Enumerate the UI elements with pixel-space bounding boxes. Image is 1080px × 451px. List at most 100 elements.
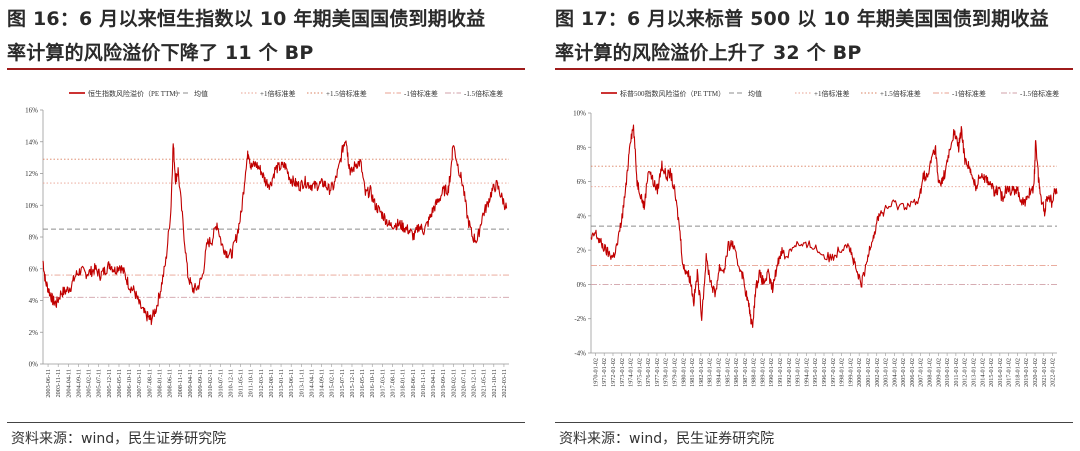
- x-tick-label: 1994-01-02: [803, 358, 810, 387]
- x-tick-label: 2020-01-02: [1032, 358, 1039, 387]
- x-tick-label: 2010-12-11: [227, 369, 234, 398]
- figure-16-title: 图 16：6 月以来恒生指数以 10 年期美国国债到期收益 率计算的风险溢价下降…: [7, 2, 527, 70]
- legend-item: -1.5倍标准差: [1001, 89, 1059, 98]
- legend-label: +1倍标准差: [814, 89, 849, 98]
- x-tick-label: 2004-09-11: [75, 369, 82, 398]
- x-tick-label: 2009-09-11: [197, 369, 204, 398]
- legend-item: 均值: [175, 89, 208, 98]
- y-tick-label: 6%: [29, 265, 39, 273]
- x-tick-label: 1972-01-02: [610, 358, 617, 387]
- x-tick-label: 2018-01-11: [400, 369, 407, 398]
- x-tick-label: 1986-01-02: [733, 358, 740, 387]
- x-tick-label: 2016-01-02: [997, 358, 1004, 387]
- x-tick-label: 2011-10-11: [248, 369, 255, 397]
- x-tick-label: 2007-08-11: [146, 369, 153, 398]
- x-tick-label: 2004-01-02: [891, 358, 898, 387]
- x-tick-label: 2015-02-11: [329, 369, 336, 398]
- legend-label: +1.5倍标准差: [880, 89, 921, 98]
- x-tick-label: 2010-01-02: [944, 358, 951, 387]
- x-tick-label: 2013-06-11: [288, 369, 295, 398]
- x-tick-label: 1989-01-02: [759, 358, 766, 387]
- title-divider: [7, 68, 525, 70]
- x-tick-label: 1975-01-02: [636, 358, 643, 387]
- x-tick-label: 2019-09-11: [440, 369, 447, 398]
- y-tick-label: 10%: [25, 202, 38, 210]
- x-tick-label: 1984-01-02: [715, 358, 722, 387]
- x-tick-label: 2012-08-11: [268, 369, 275, 398]
- y-tick-label: 10%: [573, 110, 586, 118]
- legend-item: +1倍标准差: [795, 89, 849, 98]
- x-tick-label: 1997-01-02: [830, 358, 837, 387]
- x-tick-label: 2019-01-02: [1023, 358, 1030, 387]
- x-tick-label: 2021-01-02: [1041, 358, 1048, 387]
- x-tick-label: 1976-01-02: [645, 358, 652, 387]
- legend-item: +1.5倍标准差: [307, 89, 367, 98]
- x-tick-label: 2003-01-02: [883, 358, 890, 387]
- x-tick-label: 1973-01-02: [619, 358, 626, 387]
- x-tick-label: 2020-12-11: [471, 369, 478, 398]
- x-tick-label: 1970-01-02: [592, 358, 599, 387]
- x-tick-label: 1999-01-02: [847, 358, 854, 387]
- series-line: [42, 140, 508, 326]
- title-divider: [555, 68, 1073, 70]
- legend-label: 均值: [748, 89, 762, 98]
- x-tick-label: 1982-01-02: [698, 358, 705, 387]
- legend-item: -1倍标准差: [933, 89, 986, 98]
- x-tick-label: 2010-07-11: [217, 369, 224, 398]
- x-tick-label: 2015-01-02: [988, 358, 995, 387]
- x-tick-label: 1981-01-02: [689, 358, 696, 387]
- y-tick-label: 2%: [577, 247, 587, 255]
- x-tick-label: 2006-01-02: [909, 358, 916, 387]
- figure-17-title: 图 17：6 月以来标普 500 以 10 年期美国国债到期收益 率计算的风险溢…: [555, 2, 1075, 70]
- x-tick-label: 2009-01-02: [935, 358, 942, 387]
- legend-label: +1倍标准差: [260, 89, 295, 98]
- x-tick-label: 2009-04-11: [187, 369, 194, 398]
- x-tick-label: 1979-01-02: [672, 358, 679, 387]
- x-tick-label: 1980-01-02: [680, 358, 687, 387]
- legend-label: -1倍标准差: [404, 89, 438, 98]
- figure-16-panel: 图 16：6 月以来恒生指数以 10 年期美国国债到期收益 率计算的风险溢价下降…: [7, 0, 532, 451]
- y-tick-label: -2%: [574, 315, 586, 323]
- legend-label: +1.5倍标准差: [326, 89, 367, 98]
- x-tick-label: 2013-01-11: [278, 369, 285, 398]
- legend-item: +1.5倍标准差: [861, 89, 921, 98]
- x-tick-label: 2014-01-02: [979, 358, 986, 387]
- x-tick-label: 2005-12-11: [106, 369, 113, 398]
- x-tick-label: 2022-01-02: [1050, 358, 1057, 387]
- x-tick-label: 2010-02-11: [207, 369, 214, 398]
- x-tick-label: 2017-01-02: [1006, 358, 1013, 387]
- x-tick-label: 2012-03-11: [258, 369, 265, 398]
- x-tick-label: 1987-01-02: [742, 358, 749, 387]
- x-tick-label: 2011-01-02: [953, 358, 960, 387]
- x-tick-label: 2006-05-11: [116, 369, 123, 398]
- y-tick-label: 2%: [29, 329, 39, 337]
- source-note: 资料来源：wind，民生证券研究院: [559, 431, 775, 447]
- x-tick-label: 2017-03-11: [379, 369, 386, 398]
- x-tick-label: 2012-01-02: [962, 358, 969, 387]
- x-tick-label: 2016-10-11: [369, 369, 376, 398]
- x-tick-label: 2020-02-11: [450, 369, 457, 398]
- legend-item: 恒生指数风险溢价（PE TTM）: [69, 89, 183, 98]
- x-tick-label: 1998-01-02: [839, 358, 846, 387]
- x-tick-label: 2003-11-11: [55, 369, 62, 397]
- x-tick-label: 2022-03-11: [501, 369, 508, 398]
- x-tick-label: 1978-01-02: [663, 358, 670, 387]
- spx-risk-premium-chart: 标普500指数风险溢价（PE TTM） 均值 +1倍标准差 +1.5倍标准差 -1倍标准…: [573, 89, 1059, 387]
- x-tick-label: 2001-01-02: [865, 358, 872, 387]
- y-tick-label: 0%: [577, 281, 587, 289]
- x-tick-label: 2019-04-11: [430, 369, 437, 398]
- x-tick-label: 2013-01-02: [970, 358, 977, 387]
- x-tick-label: 1977-01-02: [654, 358, 661, 387]
- y-tick-label: 8%: [29, 234, 39, 242]
- source-divider: [7, 422, 525, 423]
- y-tick-label: 12%: [25, 170, 38, 178]
- legend-label: 恒生指数风险溢价（PE TTM）: [88, 89, 183, 98]
- x-tick-label: 1974-01-02: [628, 358, 635, 387]
- x-tick-label: 2006-10-11: [126, 369, 133, 398]
- x-tick-label: 2018-06-11: [410, 369, 417, 398]
- x-tick-label: 2002-01-02: [874, 358, 881, 387]
- x-tick-label: 2004-04-11: [65, 369, 72, 398]
- x-tick-label: 2008-01-02: [927, 358, 934, 387]
- figure-16-title-line1: 图 16：6 月以来恒生指数以 10 年期美国国债到期收益: [7, 8, 486, 30]
- x-tick-label: 1991-01-02: [777, 358, 784, 387]
